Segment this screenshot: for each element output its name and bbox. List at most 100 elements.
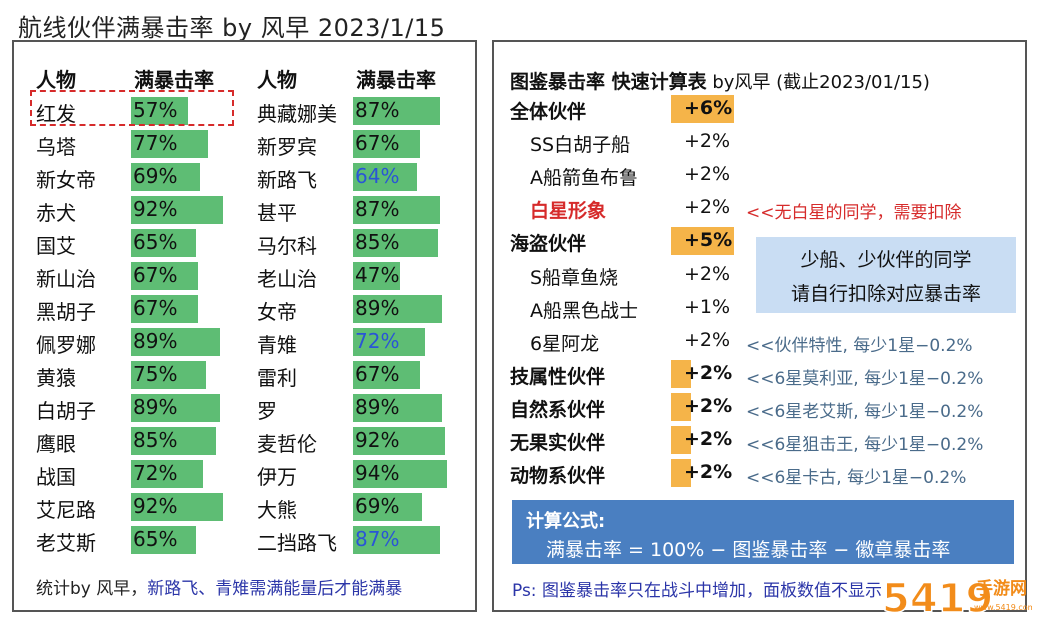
bonus-source-label: 无果实伙伴 <box>510 432 606 454</box>
crit-rate-bar <box>131 130 208 158</box>
crit-rate-bar <box>131 361 206 389</box>
bonus-source-label: 自然系伙伴 <box>510 399 606 421</box>
bonus-source-label: A船箭鱼布鲁 <box>530 167 638 189</box>
character-name: 典藏娜美 <box>257 102 337 126</box>
bonus-value: +6% <box>684 97 733 119</box>
character-name: 艾尼路 <box>36 498 96 522</box>
watermark-text: 手游网 <box>976 578 1027 599</box>
bonus-note: <<6星老艾斯, 每少1星−0.2% <box>746 402 984 422</box>
bonus-source-label: 全体伙伴 <box>510 101 587 123</box>
calc-table-title: 图鉴暴击率 快速计算表 by风早 (截止2023/01/15) <box>510 67 930 94</box>
header-character-2: 人物 <box>257 68 297 92</box>
formula-title: 计算公式: <box>526 511 606 532</box>
formula-box: 计算公式: 满暴击率 = 100% − 图鉴暴击率 − 徽章暴击率 <box>512 500 1014 564</box>
character-name: 马尔科 <box>257 234 317 258</box>
callout-line-2: 请自行扣除对应暴击率 <box>790 283 981 305</box>
character-name: 战国 <box>36 465 76 489</box>
highlight-swatch <box>671 393 691 421</box>
character-name: 女帝 <box>257 300 297 324</box>
bonus-value: +2% <box>684 163 731 185</box>
crit-rate-value: 89% <box>133 329 178 353</box>
bonus-note: <<6星狙击王, 每少1星−0.2% <box>746 435 984 455</box>
character-name: 大熊 <box>257 498 297 522</box>
bonus-note: <<6星莫利亚, 每少1星−0.2% <box>746 369 984 389</box>
bonus-note: <<6星卡古, 每少1星−0.2% <box>746 468 967 488</box>
character-name: 青雉 <box>257 333 297 357</box>
crit-rate-bar <box>353 163 417 191</box>
character-name: 黄猿 <box>36 366 76 390</box>
crit-rate-value: 72% <box>133 461 178 485</box>
bonus-note: <<伙伴特性, 每少1星−0.2% <box>746 336 973 356</box>
crit-rate-value: 92% <box>355 428 400 452</box>
calc-title-bold: 图鉴暴击率 快速计算表 <box>510 71 707 93</box>
calc-title-rest: by风早 (截止2023/01/15) <box>706 72 930 93</box>
character-name: 雷利 <box>257 366 297 390</box>
crit-rate-bar <box>131 493 223 521</box>
character-name: 国艾 <box>36 234 76 258</box>
crit-rate-value: 67% <box>133 296 178 320</box>
crit-rate-value: 92% <box>133 197 178 221</box>
crit-rate-bar <box>131 229 196 257</box>
highlight-box <box>30 90 234 126</box>
bonus-note: <<无白星的同学，需要扣除 <box>746 203 962 223</box>
crit-rate-bar <box>131 394 220 422</box>
bonus-source-label: 动物系伙伴 <box>510 465 606 487</box>
bonus-value: +2% <box>684 263 731 285</box>
character-name: 老山治 <box>257 267 317 291</box>
crit-rate-value: 77% <box>133 131 178 155</box>
bonus-source-label: S船章鱼烧 <box>530 267 619 289</box>
crit-rate-value: 85% <box>355 230 400 254</box>
character-name: 佩罗娜 <box>36 333 96 357</box>
crit-rate-value: 89% <box>355 395 400 419</box>
crit-rate-value: 47% <box>355 263 400 287</box>
character-name: 白胡子 <box>36 399 96 423</box>
crit-rate-table: 人物 满暴击率 人物 满暴击率 红发 57% 乌塔 77% 新女帝 69% 赤犬 92% 国艾 6… <box>12 40 477 612</box>
bonus-source-label: 技属性伙伴 <box>510 366 606 388</box>
crit-rate-value: 87% <box>355 98 400 122</box>
character-name: 麦哲伦 <box>257 432 317 456</box>
crit-rate-bar <box>131 526 196 554</box>
crit-rate-bar <box>353 229 438 257</box>
crit-rate-value: 87% <box>355 527 400 551</box>
crit-rate-value: 75% <box>133 362 178 386</box>
character-name: 红发 <box>36 102 76 126</box>
crit-rate-bar <box>131 295 198 323</box>
crit-rate-bar <box>353 394 442 422</box>
crit-rate-value: 65% <box>133 527 178 551</box>
crit-rate-bar <box>353 361 420 389</box>
bonus-source-label: A船黑色战士 <box>530 300 638 322</box>
crit-rate-value: 87% <box>355 197 400 221</box>
site-watermark-logo: 5419 手游网 www.5419.com <box>881 575 1032 622</box>
bonus-source-label: 6星阿龙 <box>530 333 600 355</box>
character-name: 二挡路飞 <box>257 531 337 555</box>
crit-rate-bar <box>353 262 400 290</box>
footer-author: 统计by 风早， <box>36 579 148 599</box>
bonus-value: +2% <box>684 395 733 417</box>
crit-rate-bar <box>131 427 216 455</box>
crit-rate-bar <box>353 427 445 455</box>
crit-rate-bar <box>131 460 203 488</box>
callout-line-1: 少船、少伙伴的同学 <box>800 249 972 271</box>
bonus-source-label: 海盗伙伴 <box>510 233 587 255</box>
crit-rate-bar <box>131 163 200 191</box>
footer-remark: 新路飞、青雉需满能量后才能满暴 <box>147 579 403 599</box>
crit-rate-value: 85% <box>133 428 178 452</box>
crit-rate-bar <box>353 196 440 224</box>
character-name: 新山治 <box>36 267 96 291</box>
crit-rate-bar <box>353 526 440 554</box>
crit-rate-bar <box>353 493 422 521</box>
header-crit-rate-1: 满暴击率 <box>134 68 214 92</box>
crit-rate-bar <box>353 97 440 125</box>
crit-rate-value: 69% <box>355 494 400 518</box>
crit-rate-value: 67% <box>133 263 178 287</box>
character-name: 老艾斯 <box>36 531 96 555</box>
crit-rate-value: 89% <box>133 395 178 419</box>
bonus-value: +1% <box>684 296 731 318</box>
crit-rate-bar <box>131 328 220 356</box>
character-name: 新路飞 <box>257 168 317 192</box>
crit-rate-bar <box>131 196 223 224</box>
crit-rate-value: 72% <box>355 329 400 353</box>
bonus-value: +5% <box>684 229 733 251</box>
crit-rate-value: 94% <box>355 461 400 485</box>
watermark-domain: www.5419.com <box>974 603 1032 612</box>
